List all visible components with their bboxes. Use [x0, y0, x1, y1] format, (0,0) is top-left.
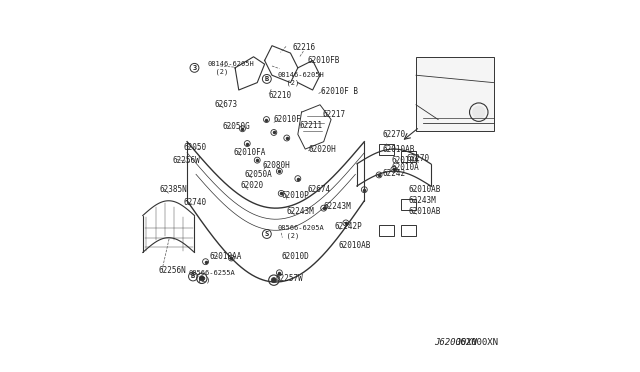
- FancyBboxPatch shape: [416, 57, 493, 131]
- Text: 62242: 62242: [382, 169, 405, 177]
- Text: 08146-6205H
  (2): 08146-6205H (2): [207, 61, 254, 75]
- Text: 62010AB: 62010AB: [408, 207, 441, 217]
- Text: 62050A: 62050A: [244, 170, 272, 179]
- Text: 62256N: 62256N: [158, 266, 186, 275]
- Text: 62243M: 62243M: [408, 196, 436, 205]
- Text: 62673: 62673: [215, 100, 238, 109]
- Text: J62000XN: J62000XN: [435, 339, 477, 347]
- Text: 62010P: 62010P: [281, 191, 309, 200]
- Text: 08566-6205A
  (2): 08566-6205A (2): [278, 225, 324, 239]
- Text: 62740: 62740: [184, 198, 207, 207]
- Text: S: S: [265, 231, 269, 237]
- Text: 62010AB: 62010AB: [408, 185, 441, 194]
- Text: 62050: 62050: [184, 143, 207, 152]
- Text: 62256W: 62256W: [172, 155, 200, 165]
- Text: 62210: 62210: [268, 91, 291, 100]
- Text: 62674: 62674: [307, 185, 330, 194]
- Text: B: B: [265, 76, 269, 82]
- Text: 62080H: 62080H: [263, 161, 291, 170]
- Text: 62243M: 62243M: [287, 207, 314, 217]
- Text: 62010FB: 62010FB: [307, 56, 339, 65]
- Text: 62270: 62270: [407, 154, 430, 163]
- Text: 62216: 62216: [292, 43, 316, 52]
- Text: 62050G: 62050G: [222, 122, 250, 131]
- Text: 62242P: 62242P: [335, 222, 362, 231]
- Circle shape: [199, 276, 204, 281]
- Text: 62010F B: 62010F B: [321, 87, 358, 96]
- Text: 62010F: 62010F: [274, 115, 301, 124]
- Text: J62000XN: J62000XN: [456, 339, 499, 347]
- Text: 62385N: 62385N: [159, 185, 187, 194]
- Text: 62257W: 62257W: [276, 274, 303, 283]
- Text: B: B: [191, 273, 195, 279]
- Text: 62010AA: 62010AA: [209, 251, 242, 261]
- Text: 62010FA: 62010FA: [233, 148, 266, 157]
- Text: 62010D: 62010D: [281, 251, 309, 261]
- Text: 3: 3: [193, 65, 196, 71]
- Text: 08146-6205H
  (2): 08146-6205H (2): [278, 72, 324, 86]
- Circle shape: [271, 278, 276, 283]
- Text: 62270: 62270: [382, 130, 405, 139]
- Text: 62010A: 62010A: [392, 163, 420, 172]
- Text: 62020H: 62020H: [309, 145, 337, 154]
- Circle shape: [472, 106, 485, 119]
- Text: 62243M: 62243M: [324, 202, 351, 211]
- Text: 62010AB: 62010AB: [339, 241, 371, 250]
- Text: 62010AB: 62010AB: [382, 145, 415, 154]
- Text: 62211: 62211: [300, 121, 323, 129]
- Text: 08566-6255A
  (2): 08566-6255A (2): [189, 270, 236, 283]
- Text: 62010A: 62010A: [392, 155, 420, 165]
- Text: 62217: 62217: [323, 109, 346, 119]
- Text: 62020: 62020: [241, 182, 264, 190]
